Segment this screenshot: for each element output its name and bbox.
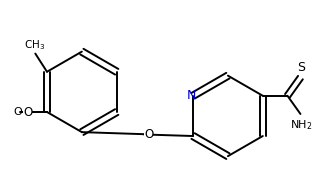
- Text: NH$_2$: NH$_2$: [290, 118, 312, 132]
- Text: N: N: [186, 89, 196, 102]
- Text: O: O: [144, 128, 153, 141]
- Text: O: O: [14, 107, 22, 117]
- Text: CH$_3$: CH$_3$: [24, 38, 45, 52]
- Text: O: O: [23, 105, 32, 119]
- Text: S: S: [297, 61, 305, 74]
